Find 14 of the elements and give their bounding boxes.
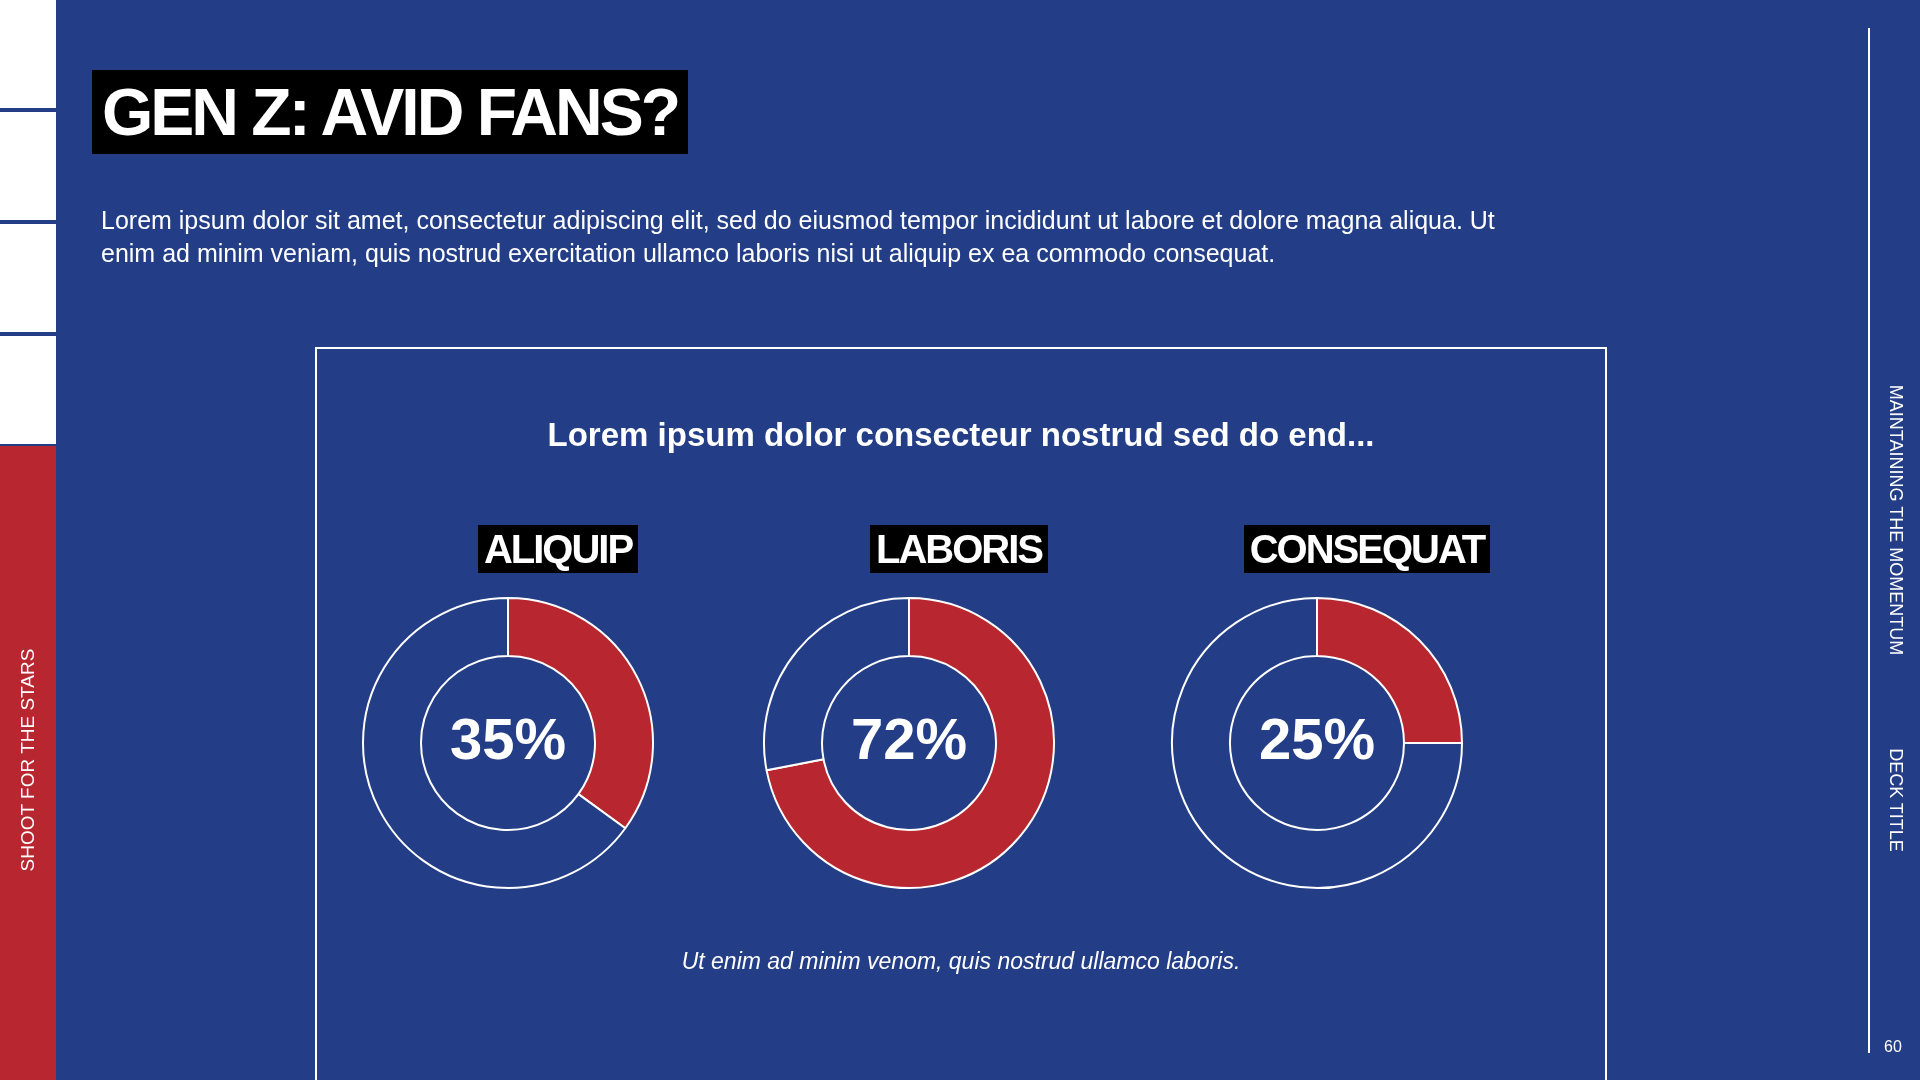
text: MAINTAINING THE MOMENTUM [1884,384,1906,656]
text: SHOOT FOR THE STARS [17,648,39,872]
text: GEN Z: AVID FANS? [92,70,688,154]
text: Lorem ipsum dolor consecteur nostrud sed do end... [546,416,1376,454]
text: Ut enim ad minim venom, quis nostrud ullamco laboris. [680,948,1242,975]
text: 60 [1884,1038,1902,1056]
chart-title: ALIQUIP [477,525,639,573]
text: DECK TITLE [1884,748,1906,852]
chart-title: CONSEQUAT [1243,525,1491,573]
chart-title: LABORIS [870,525,1048,573]
text: Lorem ipsum dolor sit amet, consectetur adipiscing elit, sed do eiusmod tempor incididunt ut labore et dolore magna aliqua. Ut enim ad minim veniam, quis nostrud exercitation ullamco laboris nisi ut aliquip ex ea commodo consequat. [101,205,1496,269]
data-label: 72% [850,706,968,771]
data-label: 25% [1258,706,1376,771]
data-label: 35% [449,706,567,771]
